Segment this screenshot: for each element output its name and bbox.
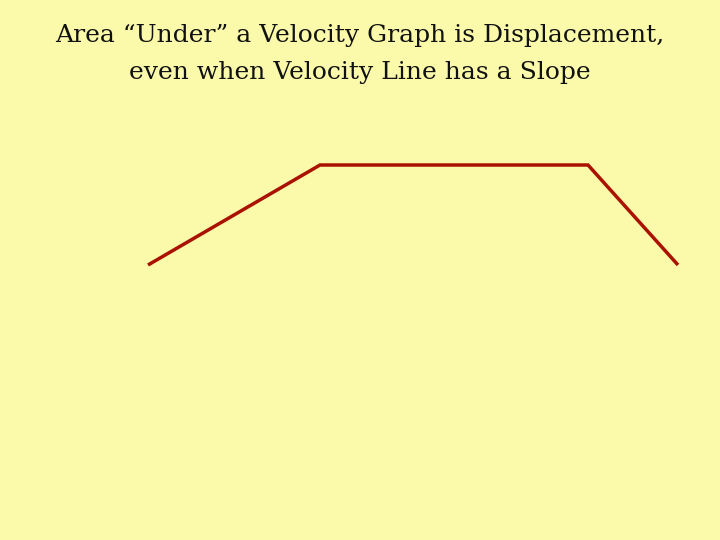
Text: Area “Under” a Velocity Graph is Displacement,: Area “Under” a Velocity Graph is Displac… (55, 24, 665, 46)
Text: even when Velocity Line has a Slope: even when Velocity Line has a Slope (129, 60, 591, 84)
